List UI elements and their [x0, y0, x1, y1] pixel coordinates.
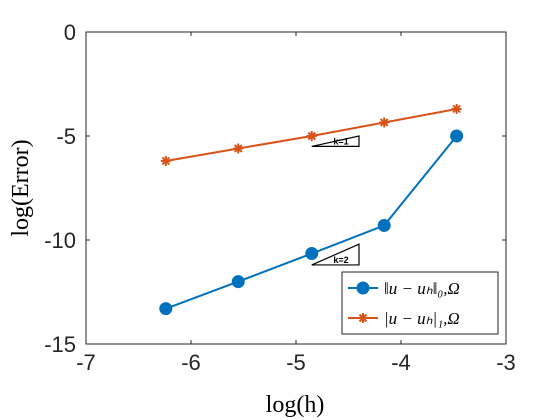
- slope-triangle-1: k=1: [311, 135, 360, 147]
- data-point: [159, 302, 173, 316]
- x-axis-label: log(h): [266, 392, 325, 418]
- slope-triangle-label: k=1: [333, 136, 348, 146]
- x-tick-label: -4: [391, 350, 411, 375]
- legend-item: ‖u − uₕ‖₀,Ω: [348, 279, 460, 298]
- legend-label: |u − uₕ|₁,Ω: [384, 309, 460, 328]
- data-point: [306, 131, 317, 141]
- y-axis-ticks: 0 -5 -10 -15: [44, 20, 506, 357]
- y-tick-label: -5: [56, 124, 76, 149]
- data-point: [450, 129, 464, 143]
- legend-label: ‖u − uₕ‖₀,Ω: [384, 279, 460, 298]
- asterisk-stroke: [161, 156, 171, 166]
- data-point: [377, 218, 391, 232]
- asterisk-stroke: [234, 144, 243, 153]
- y-axis-label: log(Error): [8, 139, 34, 236]
- data-point: [233, 143, 244, 154]
- x-tick-label: -7: [76, 350, 96, 375]
- legend-marker: [358, 313, 368, 323]
- slope-triangle: [311, 135, 360, 147]
- data-point: [379, 117, 390, 128]
- slope-triangle: [311, 243, 360, 266]
- asterisk-stroke: [379, 118, 389, 127]
- x-tick-label: -5: [286, 350, 306, 375]
- series-2: [160, 103, 462, 166]
- legend-box: [341, 271, 499, 335]
- x-tick-label: -6: [181, 350, 201, 375]
- legend: ‖u − uₕ‖₀,Ω |u − uₕ|₁,Ω: [341, 271, 499, 335]
- slope-triangle-2: k=2: [311, 243, 360, 266]
- asterisk-stroke: [452, 104, 461, 114]
- data-point: [231, 275, 245, 289]
- legend-item: |u − uₕ|₁,Ω: [348, 309, 460, 328]
- slope-triangle-label: k=2: [333, 255, 348, 265]
- data-point: [451, 103, 462, 114]
- series-1: [159, 129, 464, 316]
- y-tick-label: -10: [44, 228, 76, 253]
- asterisk-stroke: [307, 131, 316, 141]
- legend-marker: [356, 281, 370, 295]
- x-axis-ticks: -7 -6 -5 -4 -3: [76, 32, 516, 375]
- x-tick-label: -3: [496, 350, 516, 375]
- y-tick-label: 0: [64, 20, 76, 45]
- y-tick-label: -15: [44, 332, 76, 357]
- series-layer: [159, 103, 464, 316]
- data-point: [305, 247, 319, 261]
- asterisk-stroke: [358, 313, 368, 323]
- data-point: [160, 155, 171, 166]
- annotation-layer: k=1 k=2: [311, 135, 360, 266]
